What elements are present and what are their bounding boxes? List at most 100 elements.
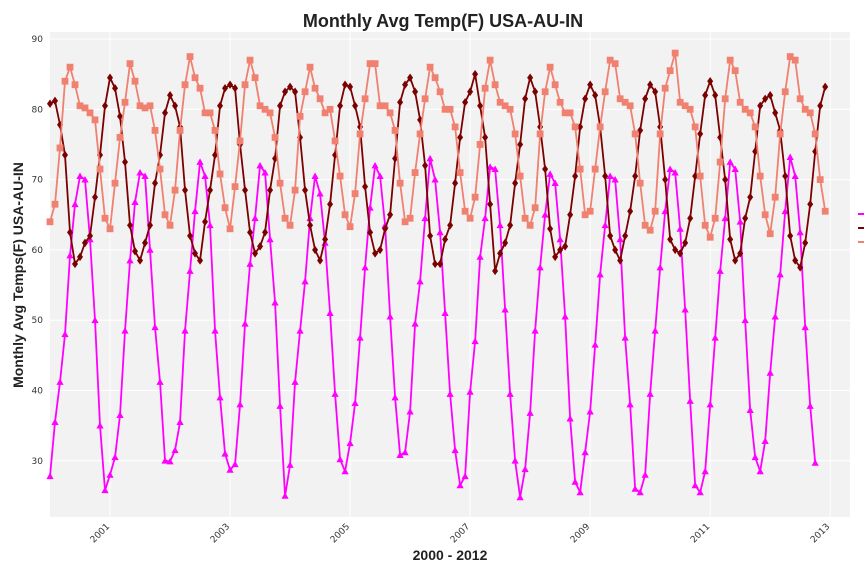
data-point	[132, 247, 139, 256]
data-point	[651, 207, 659, 215]
data-point	[491, 81, 499, 89]
data-point	[816, 176, 824, 184]
data-point	[616, 95, 624, 103]
data-point	[387, 210, 394, 219]
data-point	[726, 158, 734, 165]
data-point	[131, 198, 139, 205]
data-point	[567, 210, 574, 219]
data-point	[101, 214, 109, 222]
data-point	[216, 170, 224, 178]
data-point	[337, 101, 344, 111]
data-point	[586, 407, 594, 415]
data-point	[151, 323, 159, 331]
data-point	[107, 73, 114, 82]
data-point	[581, 448, 589, 456]
data-point	[802, 238, 809, 248]
data-point	[426, 63, 434, 71]
data-point	[811, 459, 819, 466]
data-point	[231, 460, 239, 468]
data-point	[462, 98, 469, 107]
data-point	[452, 178, 459, 188]
data-point	[701, 221, 709, 229]
data-point	[301, 88, 309, 96]
data-point	[216, 393, 224, 401]
data-point	[682, 238, 689, 248]
data-point	[66, 63, 74, 71]
data-point	[617, 256, 624, 265]
data-point	[626, 102, 634, 110]
data-point	[137, 256, 144, 265]
data-point	[126, 256, 134, 264]
data-point	[711, 214, 719, 222]
data-point	[742, 214, 749, 223]
data-point	[681, 306, 689, 313]
data-point	[62, 150, 69, 160]
data-point	[651, 327, 659, 334]
data-point	[596, 270, 604, 278]
data-point	[372, 249, 379, 258]
data-point	[526, 409, 534, 416]
data-point	[726, 56, 734, 64]
data-point	[792, 256, 799, 265]
data-point	[732, 256, 739, 265]
data-point	[551, 179, 559, 187]
data-point	[632, 171, 639, 181]
data-point	[787, 231, 794, 241]
data-point	[306, 214, 314, 222]
data-point	[236, 400, 244, 408]
data-point	[741, 105, 749, 113]
data-point	[261, 168, 269, 176]
data-point	[521, 214, 529, 222]
data-point	[246, 260, 254, 267]
data-point	[101, 486, 109, 494]
data-point	[552, 252, 559, 262]
data-point	[176, 127, 184, 134]
data-point	[326, 309, 334, 317]
data-point	[366, 60, 374, 68]
data-point	[646, 390, 654, 397]
data-point	[431, 74, 439, 82]
data-point	[746, 109, 754, 117]
data-point	[146, 102, 154, 110]
data-point	[71, 200, 79, 208]
data-point	[671, 49, 679, 57]
data-point	[626, 400, 634, 408]
data-point	[671, 168, 679, 176]
data-point	[232, 84, 239, 93]
data-point	[681, 102, 689, 110]
data-point	[767, 91, 774, 100]
data-point	[696, 172, 704, 180]
data-point	[707, 77, 714, 86]
data-point	[771, 193, 779, 201]
data-point	[481, 84, 489, 92]
data-point	[422, 161, 429, 170]
data-point	[571, 478, 579, 485]
data-point	[166, 221, 174, 229]
series-line	[49, 52, 827, 241]
data-point	[511, 130, 519, 138]
data-point	[406, 407, 414, 415]
x-tick-label: 2007	[449, 522, 472, 545]
data-point	[517, 140, 524, 149]
data-point	[207, 185, 214, 195]
data-point	[466, 214, 474, 222]
data-point	[811, 130, 819, 138]
data-point	[312, 245, 319, 255]
data-point	[277, 101, 284, 111]
data-point	[167, 91, 174, 100]
data-point	[256, 102, 264, 110]
data-point	[261, 105, 269, 113]
data-point	[227, 80, 234, 89]
data-point	[136, 102, 144, 110]
data-point	[581, 211, 589, 219]
data-point	[76, 172, 84, 179]
data-point	[46, 472, 54, 480]
data-point	[86, 109, 94, 117]
data-point	[546, 63, 554, 71]
data-point	[112, 84, 119, 93]
data-point	[67, 228, 74, 237]
data-point	[386, 313, 394, 320]
data-point	[501, 102, 509, 110]
data-point	[382, 224, 389, 234]
data-point	[356, 130, 364, 138]
